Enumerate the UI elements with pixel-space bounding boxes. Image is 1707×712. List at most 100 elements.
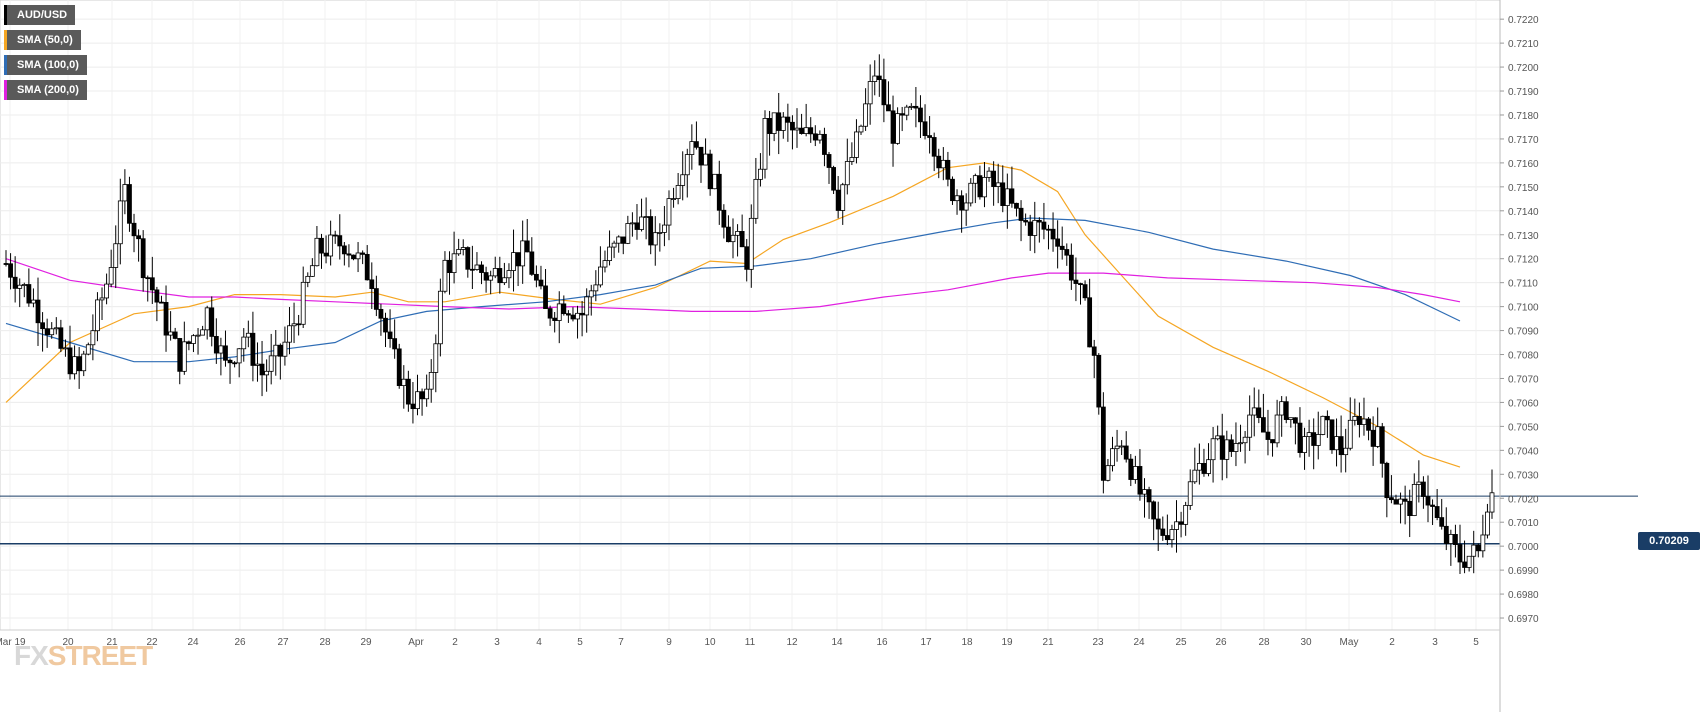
candle-body	[255, 363, 260, 366]
x-tick-label: 25	[1175, 637, 1187, 648]
candle-body	[648, 216, 654, 246]
x-tick-label: 21	[106, 637, 118, 648]
candle-body	[1119, 445, 1125, 448]
candle-body	[954, 195, 960, 202]
candle-body	[634, 222, 640, 230]
candle-body	[1402, 498, 1408, 502]
candle-body	[575, 312, 580, 320]
candle-body	[209, 307, 215, 337]
candle-body	[1183, 505, 1189, 525]
candle-body	[511, 252, 516, 271]
sma-line	[5, 162, 1461, 468]
candle-body	[844, 161, 850, 186]
candle-body	[689, 141, 695, 155]
candle-body	[204, 307, 210, 331]
candle-body	[876, 75, 882, 80]
candle-body	[927, 135, 933, 138]
candle-body	[346, 253, 352, 256]
candle-body	[1064, 249, 1070, 256]
x-tick-label: 14	[831, 637, 843, 648]
legend-item[interactable]: SMA (50,0)	[4, 30, 81, 50]
current-price-tag: 0.70209	[1638, 532, 1700, 550]
candle-body	[1224, 439, 1230, 460]
candle-body	[1059, 245, 1065, 250]
candle-body	[643, 216, 649, 218]
candle-body	[1014, 202, 1019, 209]
candle-body	[113, 243, 119, 268]
candle-body	[1485, 511, 1490, 536]
candle-body	[588, 290, 594, 298]
candle-body	[803, 127, 809, 134]
candle-body	[959, 195, 965, 211]
candle-body	[840, 184, 846, 211]
candle-body	[332, 234, 338, 237]
candle-body	[908, 105, 914, 108]
candle-body	[1096, 354, 1102, 408]
sma-lines	[5, 162, 1461, 468]
candle-body	[812, 133, 818, 141]
candle-body	[1361, 418, 1367, 425]
candle-body	[195, 334, 201, 337]
candle-body	[49, 328, 55, 336]
y-tick-label: 0.7070	[1508, 374, 1539, 385]
x-tick-label: 22	[146, 637, 158, 648]
candle-body	[1260, 417, 1266, 433]
candle-body	[1137, 466, 1143, 495]
candle-body	[652, 232, 658, 246]
candle-body	[662, 224, 667, 233]
candle-body	[506, 270, 512, 279]
candle-body	[1279, 401, 1285, 416]
candle-body	[337, 235, 343, 247]
x-tick-label: 9	[666, 637, 672, 648]
candle-body	[305, 275, 311, 283]
candle-body	[657, 232, 663, 234]
candle-body	[419, 391, 425, 400]
candle-body	[44, 328, 50, 336]
candle-body	[1315, 434, 1321, 446]
candle-body	[104, 283, 109, 299]
legend-item[interactable]: AUD/USD	[4, 5, 76, 25]
candle-body	[40, 322, 45, 330]
candle-body	[849, 157, 855, 162]
legend-item[interactable]: SMA (100,0)	[4, 55, 87, 75]
x-tick-label: 5	[577, 637, 583, 648]
candle-body	[131, 222, 137, 237]
candle-body	[63, 347, 68, 350]
candle-body	[58, 327, 64, 349]
candle-body	[904, 106, 910, 116]
legend-item[interactable]: SMA (200,0)	[4, 80, 87, 100]
candle-body	[328, 234, 334, 257]
candle-body	[488, 275, 494, 281]
candle-body	[460, 247, 466, 250]
candle-body	[1201, 463, 1207, 474]
candle-body	[982, 176, 987, 198]
candle-body	[314, 237, 320, 267]
candle-body	[1462, 561, 1467, 568]
candle-body	[739, 231, 745, 248]
candle-body	[1274, 414, 1280, 444]
candle-body	[117, 200, 123, 245]
candle-body	[469, 268, 475, 271]
candle-body	[1320, 415, 1326, 435]
candle-body	[1283, 401, 1289, 420]
candle-body	[360, 252, 366, 255]
candle-body	[552, 317, 558, 321]
candle-body	[1457, 544, 1463, 563]
x-tick-label: 2	[1389, 637, 1395, 648]
y-tick-label: 0.7020	[1508, 494, 1539, 505]
candle-body	[579, 312, 585, 316]
candle-body	[8, 263, 13, 278]
candle-body	[387, 331, 393, 340]
candle-body	[35, 299, 41, 324]
candle-body	[1032, 219, 1038, 236]
candle-body	[1110, 448, 1115, 467]
candle-body	[1114, 445, 1120, 450]
candle-body	[630, 222, 635, 225]
candle-body	[1091, 346, 1097, 356]
candle-body	[437, 290, 443, 345]
candle-body	[1228, 439, 1234, 452]
candle-body	[245, 332, 251, 338]
candle-body	[675, 185, 681, 199]
candle-body	[593, 284, 599, 292]
